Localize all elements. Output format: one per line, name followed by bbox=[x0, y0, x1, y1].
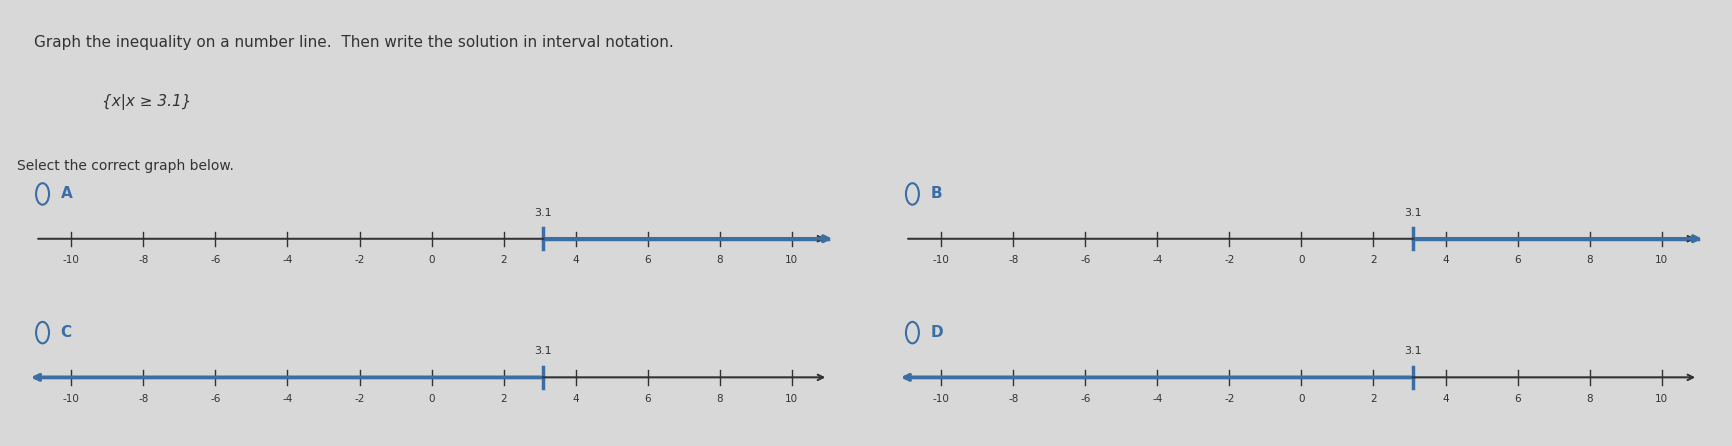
Text: -6: -6 bbox=[1079, 256, 1089, 265]
Text: -8: -8 bbox=[1008, 256, 1018, 265]
Text: D: D bbox=[930, 325, 942, 340]
Text: -4: -4 bbox=[1152, 394, 1162, 404]
Text: -4: -4 bbox=[282, 256, 293, 265]
Text: 6: 6 bbox=[1514, 256, 1521, 265]
Text: 8: 8 bbox=[1585, 394, 1592, 404]
Text: {x|x ≥ 3.1}: {x|x ≥ 3.1} bbox=[102, 94, 192, 110]
Text: 6: 6 bbox=[644, 394, 651, 404]
Text: 4: 4 bbox=[572, 394, 578, 404]
Text: 2: 2 bbox=[1370, 256, 1375, 265]
Text: 2: 2 bbox=[1370, 394, 1375, 404]
Text: -10: -10 bbox=[932, 256, 949, 265]
Text: 4: 4 bbox=[1441, 256, 1448, 265]
Text: -4: -4 bbox=[1152, 256, 1162, 265]
Text: 6: 6 bbox=[644, 256, 651, 265]
Text: -8: -8 bbox=[139, 256, 149, 265]
Text: -10: -10 bbox=[932, 394, 949, 404]
Text: -2: -2 bbox=[353, 256, 364, 265]
Text: 3.1: 3.1 bbox=[533, 208, 553, 218]
Text: 0: 0 bbox=[428, 394, 435, 404]
Text: 4: 4 bbox=[1441, 394, 1448, 404]
Text: 8: 8 bbox=[1585, 256, 1592, 265]
Text: -8: -8 bbox=[139, 394, 149, 404]
Text: Graph the inequality on a number line.  Then write the solution in interval nota: Graph the inequality on a number line. T… bbox=[35, 35, 674, 50]
Text: 2: 2 bbox=[501, 394, 507, 404]
Text: 6: 6 bbox=[1514, 394, 1521, 404]
Text: A: A bbox=[61, 186, 73, 202]
Text: 0: 0 bbox=[1297, 394, 1304, 404]
Text: 0: 0 bbox=[1297, 256, 1304, 265]
Text: -6: -6 bbox=[210, 256, 220, 265]
Text: -4: -4 bbox=[282, 394, 293, 404]
Text: -10: -10 bbox=[62, 394, 80, 404]
Text: -2: -2 bbox=[1223, 394, 1233, 404]
Text: B: B bbox=[930, 186, 942, 202]
Text: -8: -8 bbox=[1008, 394, 1018, 404]
Text: 3.1: 3.1 bbox=[533, 347, 553, 356]
Text: Select the correct graph below.: Select the correct graph below. bbox=[17, 159, 234, 173]
Text: 8: 8 bbox=[715, 256, 722, 265]
Text: -2: -2 bbox=[353, 394, 364, 404]
Text: 3.1: 3.1 bbox=[1403, 347, 1420, 356]
Text: 2: 2 bbox=[501, 256, 507, 265]
Text: 10: 10 bbox=[1654, 256, 1668, 265]
Text: -6: -6 bbox=[210, 394, 220, 404]
Text: 3.1: 3.1 bbox=[1403, 208, 1420, 218]
Text: 4: 4 bbox=[572, 256, 578, 265]
Text: 10: 10 bbox=[785, 394, 798, 404]
Text: C: C bbox=[61, 325, 71, 340]
Text: -2: -2 bbox=[1223, 256, 1233, 265]
Text: -6: -6 bbox=[1079, 394, 1089, 404]
Text: 8: 8 bbox=[715, 394, 722, 404]
Text: 10: 10 bbox=[785, 256, 798, 265]
Text: 0: 0 bbox=[428, 256, 435, 265]
Text: -10: -10 bbox=[62, 256, 80, 265]
Text: 10: 10 bbox=[1654, 394, 1668, 404]
